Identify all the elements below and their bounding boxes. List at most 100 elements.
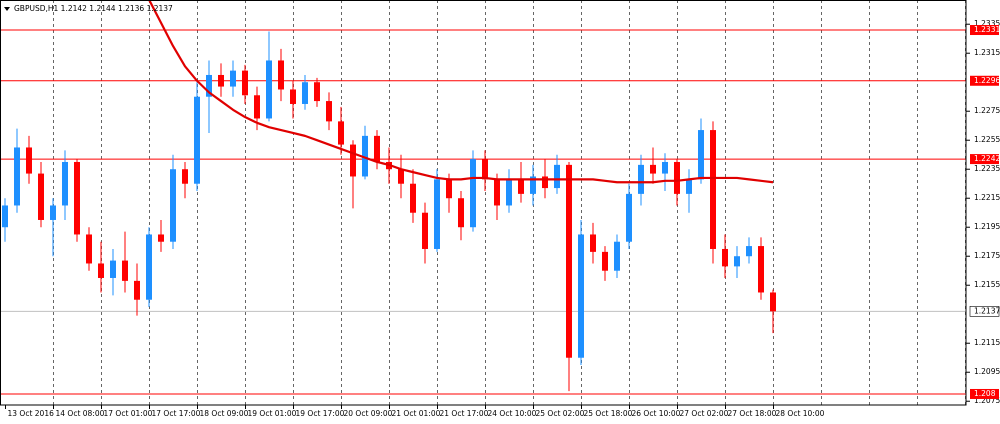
plot-area xyxy=(0,0,966,405)
candle-body xyxy=(182,169,188,184)
level-label: 1.2242 xyxy=(974,154,1000,163)
y-tick-label: 1.2275 xyxy=(974,106,1000,115)
candle-body xyxy=(422,212,428,249)
x-tick-label: 17 Oct 01:00 xyxy=(104,409,153,418)
candle-body xyxy=(698,130,704,180)
candle-body xyxy=(146,234,152,300)
candle-body xyxy=(722,248,728,267)
candle-body xyxy=(662,161,668,174)
x-tick-label: 24 Oct 10:00 xyxy=(488,409,537,418)
candle-body xyxy=(410,183,416,213)
candle-body xyxy=(2,205,8,228)
candle-body xyxy=(218,74,224,87)
candle-body xyxy=(602,251,608,271)
candle-body xyxy=(626,193,632,242)
y-tick-label: 1.2335 xyxy=(974,19,1000,28)
candle-body xyxy=(86,234,92,264)
candle-body xyxy=(506,179,512,206)
candle-body xyxy=(578,234,584,358)
candle-body xyxy=(122,260,128,281)
candle-body xyxy=(266,60,272,119)
candle-body xyxy=(62,161,68,206)
bid-label: 1.2137 xyxy=(974,306,1000,315)
x-tick-label: 28 Oct 10:00 xyxy=(776,409,825,418)
candle-body xyxy=(50,205,56,220)
level-label-box xyxy=(970,388,999,399)
candle-body xyxy=(362,135,368,177)
candle-body xyxy=(554,164,560,189)
candle-body xyxy=(614,241,620,271)
y-tick-label: 1.2195 xyxy=(974,222,1000,231)
x-tick-label: 25 Oct 18:00 xyxy=(584,409,633,418)
y-tick-label: 1.2115 xyxy=(974,338,1000,347)
candle-body xyxy=(686,179,692,194)
level-label-box xyxy=(970,75,999,86)
candle-body xyxy=(302,82,308,104)
candle-body xyxy=(98,263,104,278)
x-tick-label: 14 Oct 08:00 xyxy=(56,409,105,418)
x-tick-label: 13 Oct 2016 xyxy=(8,409,55,418)
candle-body xyxy=(110,260,116,278)
plot-border xyxy=(0,0,967,406)
candle-body xyxy=(518,179,524,194)
candle-body xyxy=(170,169,176,242)
x-tick-label: 18 Oct 09:00 xyxy=(200,409,249,418)
candle-body xyxy=(590,234,596,252)
candle-body xyxy=(278,60,284,90)
candle-body xyxy=(338,121,344,145)
candle-body xyxy=(26,147,32,174)
candle-body xyxy=(14,147,20,206)
candle-body xyxy=(194,96,200,184)
candle-body xyxy=(230,70,236,87)
level-label: 1.2296 xyxy=(974,76,1000,85)
candle-body xyxy=(242,70,248,96)
y-tick-label: 1.2175 xyxy=(974,251,1000,260)
candle-body xyxy=(530,176,536,194)
x-tick-label: 20 Oct 09:00 xyxy=(344,409,393,418)
level-label: 1.2331 xyxy=(974,25,1000,34)
candle-body xyxy=(482,159,488,180)
candle-body xyxy=(674,161,680,194)
candle-body xyxy=(134,280,140,300)
candle-body xyxy=(458,198,464,228)
y-tick-label: 1.2235 xyxy=(974,164,1000,173)
x-tick-label: 26 Oct 10:00 xyxy=(632,409,681,418)
candle-body xyxy=(758,246,764,293)
candle-body xyxy=(770,292,776,312)
bid-label-box xyxy=(969,306,1000,317)
candle-body xyxy=(314,82,320,102)
y-tick-label: 1.2155 xyxy=(974,280,1000,289)
menu-arrow[interactable] xyxy=(4,7,10,11)
moving-average xyxy=(148,0,774,184)
x-tick-label: 25 Oct 02:00 xyxy=(536,409,585,418)
candle-body xyxy=(650,164,656,174)
candle-body xyxy=(638,164,644,194)
candle-body xyxy=(206,74,212,97)
y-tick-label: 1.2075 xyxy=(974,396,1000,405)
x-tick-label: 27 Oct 18:00 xyxy=(728,409,777,418)
chart-title: GBPUSD,H1 1.2142 1.2144 1.2136 1.2137 xyxy=(14,4,173,13)
candle-body xyxy=(398,169,404,184)
candle-body xyxy=(350,144,356,177)
level-label: 1.208 xyxy=(974,389,996,398)
candle-body xyxy=(326,101,332,122)
candle-body xyxy=(290,89,296,104)
candle-body xyxy=(434,179,440,249)
candle-body xyxy=(74,161,80,235)
candle-body xyxy=(470,159,476,228)
candle-body xyxy=(734,256,740,267)
candle-body xyxy=(494,179,500,206)
level-label-box xyxy=(970,25,999,36)
candle-body xyxy=(542,176,548,189)
candle-body xyxy=(158,234,164,242)
candle-body xyxy=(710,130,716,249)
candle-body xyxy=(746,246,752,257)
x-tick-label: 19 Oct 17:00 xyxy=(296,409,345,418)
candle-body xyxy=(566,164,572,358)
candle-body xyxy=(446,179,452,199)
candle-body xyxy=(374,135,380,162)
x-tick-label: 17 Oct 17:00 xyxy=(152,409,201,418)
x-tick-label: 27 Oct 02:00 xyxy=(680,409,729,418)
